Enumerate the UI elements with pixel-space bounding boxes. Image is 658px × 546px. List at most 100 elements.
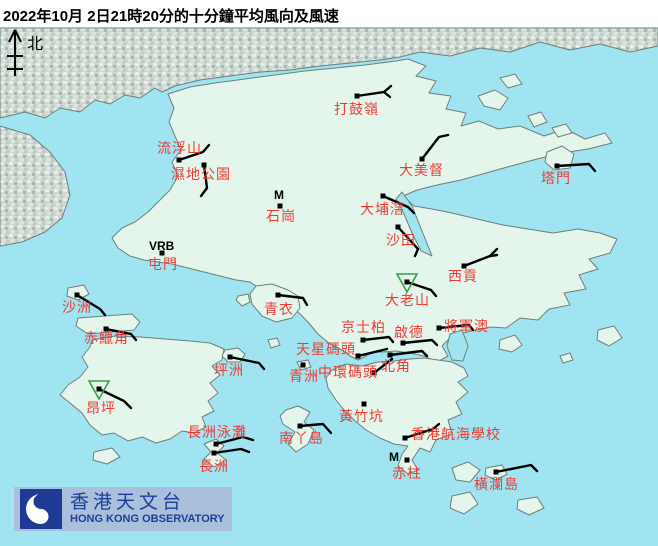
logo-chinese-name: 香港天文台 — [70, 490, 186, 513]
wind-barb-kai-tak — [401, 338, 439, 347]
wind-barb-layer — [74, 84, 597, 475]
station-label-kai-tak: 啟德 — [394, 325, 424, 341]
station-dot-shek-kong — [277, 203, 283, 209]
station-dot-tuen-mun — [159, 250, 165, 256]
station-label-tseung-kwan-o: 將軍澳 — [444, 319, 489, 335]
clearwater-islet — [596, 325, 623, 347]
wind-barb-tap-mun — [555, 162, 597, 173]
station-label-chek-lap-kok: 赤鱲角 — [84, 331, 129, 347]
station-label-central-pier: 中環碼頭 — [318, 365, 378, 381]
station-dot-waglan-island — [493, 469, 499, 475]
station-label-sha-tin: 沙田 — [386, 233, 416, 249]
station-dot-central-pier — [371, 370, 377, 376]
hong-kong-island — [325, 357, 469, 475]
wind-barb-star-ferry-pier — [356, 347, 389, 358]
map-title: 2022年10月 2日21時20分的十分鐘平均風向及風速 — [3, 8, 339, 25]
soko-islands — [92, 447, 121, 465]
wind-barb-lamma-island — [298, 422, 333, 435]
wind-barb-cheung-chau-beach — [214, 435, 255, 446]
hko-logo-icon — [20, 489, 62, 529]
wind-barb-cheung-chau — [212, 447, 251, 455]
station-dot-star-ferry-pier — [355, 353, 361, 359]
wind-barb-central-pier — [372, 357, 394, 375]
station-label-sai-kung: 西貢 — [448, 269, 478, 285]
hill-triangle-ngong-ping — [87, 380, 111, 401]
ping-chau-island — [551, 123, 573, 138]
wind-barb-ngong-ping — [97, 387, 133, 410]
station-dot-green-island — [300, 362, 306, 368]
crooked-island — [477, 89, 509, 111]
station-dot-north-point — [387, 352, 393, 358]
ma-wan-island — [235, 293, 251, 307]
station-label-ta-kwu-ling: 打鼓嶺 — [334, 102, 379, 118]
station-label-hk-sea-school: 香港航海學校 — [411, 427, 501, 443]
wind-barb-chek-lap-kok — [104, 327, 138, 342]
station-label-sha-chau: 沙洲 — [62, 300, 92, 316]
airport-island — [75, 313, 141, 335]
station-label-kings-park: 京士柏 — [341, 320, 386, 336]
po-toi-island — [451, 461, 481, 483]
wind-barb-wetland-park — [199, 163, 209, 198]
station-dot-cheung-chau — [211, 450, 217, 456]
kau-sai-chau — [498, 334, 523, 353]
station-dot-ngong-ping — [96, 386, 102, 392]
station-dot-tai-mei-tuk — [419, 156, 425, 162]
hill-triangle-tates-cairn — [395, 273, 419, 294]
station-dot-wetland-park — [201, 162, 207, 168]
junk-bay-inlet — [446, 329, 469, 362]
wind-barb-tsing-yi — [276, 293, 309, 307]
station-dot-tsing-yi — [275, 292, 281, 298]
kau-yi-chau — [267, 337, 281, 349]
station-label-green-island: 青洲 — [289, 369, 319, 385]
wind-barb-sha-tin — [396, 225, 420, 258]
shelter-islet — [559, 352, 574, 364]
station-dot-lau-fau-shan — [176, 157, 182, 163]
station-label-star-ferry-pier: 天星碼頭 — [296, 342, 356, 358]
shekou-peninsula — [0, 125, 71, 247]
wind-barb-tai-mei-tuk — [420, 133, 450, 161]
station-dot-chek-lap-kok — [103, 326, 109, 332]
lantau-island — [59, 335, 225, 444]
station-label-tates-cairn: 大老山 — [385, 293, 430, 309]
wind-barb-tai-po-kau — [381, 194, 416, 215]
station-label-wetland-park: 濕地公園 — [171, 167, 231, 183]
lamma-island-shape — [279, 405, 315, 453]
hko-logo: 香港天文台 HONG KONG OBSERVATORY — [14, 487, 232, 531]
station-label-north-point: 北角 — [381, 359, 411, 375]
station-dot-kai-tak — [400, 340, 406, 346]
kat-o-island — [527, 111, 548, 128]
station-label-tai-mei-tuk: 大美督 — [399, 163, 444, 179]
wind-barb-tates-cairn — [405, 280, 438, 298]
station-dot-wong-chuk-hang — [361, 401, 367, 407]
station-label-tap-mun: 塔門 — [541, 171, 571, 187]
wind-barb-ta-kwu-ling — [382, 90, 392, 99]
wind-barb-sai-kung — [488, 253, 499, 258]
tsing-yi-island — [249, 283, 301, 323]
station-label-cheung-chau: 長洲 — [199, 459, 229, 475]
station-label-lau-fau-shan: 流浮山 — [157, 141, 202, 157]
station-dot-hk-sea-school — [402, 435, 408, 441]
station-dot-tates-cairn — [404, 279, 410, 285]
wind-barb-peng-chau — [228, 355, 266, 371]
beaufort-island — [449, 491, 479, 515]
north-arrow-icon — [7, 29, 23, 76]
ninepin-island — [516, 496, 545, 516]
station-label-ngong-ping: 昂坪 — [86, 401, 116, 417]
station-dot-kings-park — [360, 337, 366, 343]
wind-barb-tseung-kwan-o — [437, 323, 475, 332]
station-label-tsing-yi: 青衣 — [264, 302, 294, 318]
station-label-wong-chuk-hang: 黃竹坑 — [339, 409, 384, 425]
station-dot-lamma-island — [297, 423, 303, 429]
logo-english-name: HONG KONG OBSERVATORY — [70, 512, 225, 525]
station-dot-tseung-kwan-o — [436, 325, 442, 331]
station-dot-tap-mun — [554, 163, 560, 169]
wind-barb-lau-fau-shan — [177, 143, 211, 162]
station-dot-cheung-chau-beach — [213, 441, 219, 447]
station-label-shek-kong: 石崗 — [266, 209, 296, 225]
wind-barb-sha-chau — [75, 293, 107, 317]
station-dot-tai-po-kau — [380, 193, 386, 199]
station-marker-stanley-m: M — [389, 450, 399, 464]
station-marker-tuen-mun-vrb: VRB — [149, 239, 175, 253]
wind-barb-hk-sea-school — [403, 422, 441, 440]
station-label-tuen-mun: 屯門 — [148, 257, 178, 273]
